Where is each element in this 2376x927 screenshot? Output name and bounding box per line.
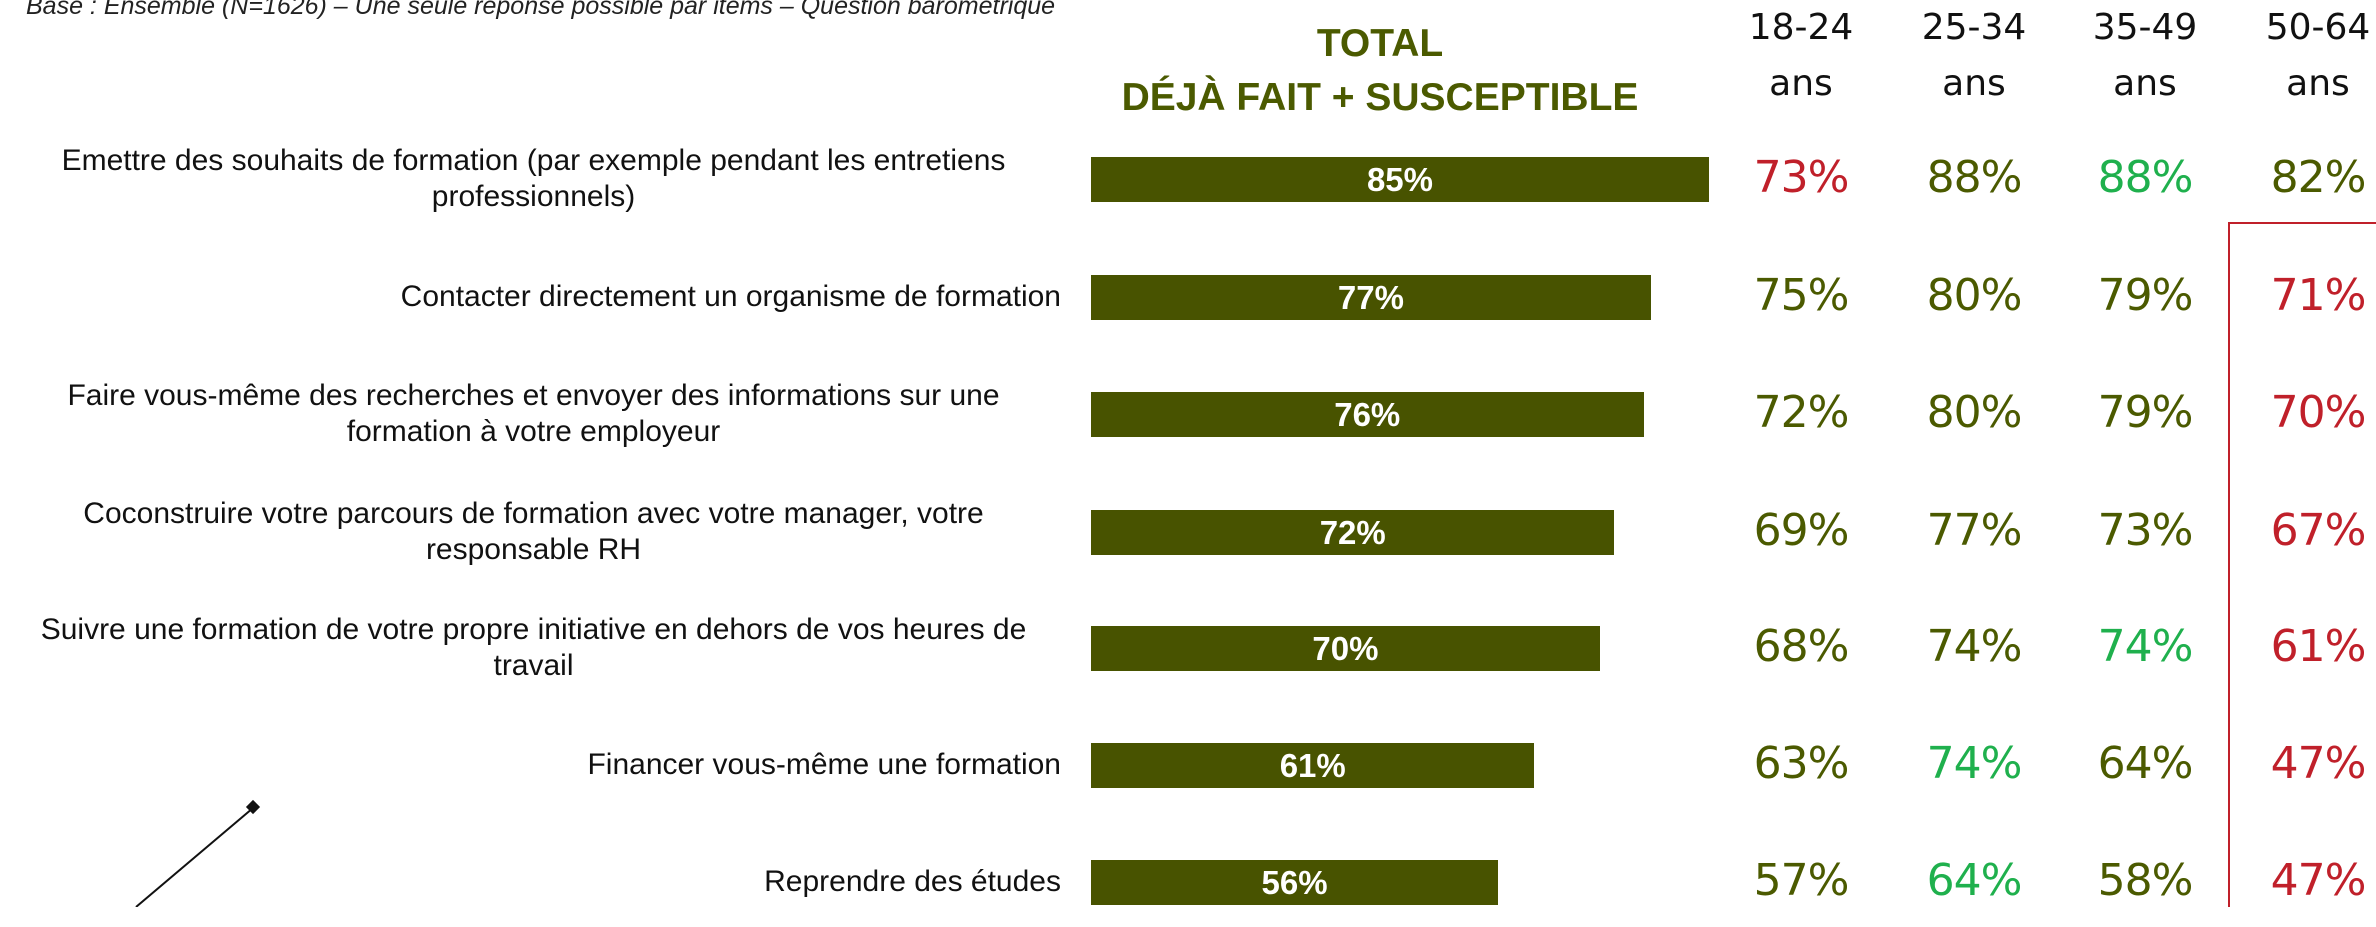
- bar-label: 70%: [1312, 629, 1379, 667]
- category-text: Coconstruire votre parcours de formation…: [83, 497, 984, 566]
- age-value: 79%: [2097, 387, 2194, 438]
- age-value: 61%: [2270, 621, 2367, 672]
- bar: 72%: [1091, 510, 1615, 555]
- bar-label: 77%: [1337, 278, 1404, 316]
- age-value: 74%: [2097, 621, 2194, 672]
- bar-label: 56%: [1261, 863, 1328, 901]
- age-value: 80%: [1926, 270, 2023, 321]
- age-value: 47%: [2270, 855, 2367, 906]
- category-label: Reprendre des études: [764, 837, 1061, 927]
- bar: 77%: [1091, 275, 1651, 320]
- column-header: 25-34 ans: [1921, 7, 2027, 104]
- decorations: [135, 222, 2376, 907]
- bar: 76%: [1091, 392, 1644, 437]
- connector-marker: [245, 799, 261, 815]
- bar-label: 72%: [1319, 513, 1386, 551]
- age-value: 79%: [2097, 270, 2194, 321]
- age-value: 67%: [2270, 505, 2367, 556]
- age-value: 69%: [1753, 505, 1850, 556]
- category-label: Emettre des souhaits de formation (par e…: [6, 134, 1061, 224]
- bar-label: 85%: [1366, 160, 1433, 198]
- page: {"chart_data": { "type": "bar", "orienta…: [6, 0, 2376, 907]
- category-label: Faire vous-même des recherches et envoye…: [6, 369, 1061, 459]
- age-value: 47%: [2270, 738, 2367, 789]
- bar: 61%: [1091, 743, 1535, 788]
- age-value: 71%: [2270, 270, 2367, 321]
- category-text: Faire vous-même des recherches et envoye…: [67, 379, 1000, 448]
- age-value: 73%: [1753, 152, 1850, 203]
- column-header: 35-49 ans: [2092, 7, 2198, 104]
- category-label: Financer vous-même une formation: [587, 720, 1061, 810]
- age-value: 82%: [2270, 152, 2367, 203]
- total-header: TOTAL: [1316, 22, 1444, 65]
- category-label: Coconstruire votre parcours de formation…: [6, 487, 1061, 577]
- subtitle: Base : Ensemble (N=1626) – Une seule rép…: [26, 0, 1056, 20]
- age-value: 74%: [1926, 621, 2023, 672]
- age-value: 75%: [1753, 270, 1850, 321]
- age-value: 73%: [2097, 505, 2194, 556]
- column-header: 18-24 ans: [1748, 7, 1854, 104]
- age-value: 70%: [2270, 387, 2367, 438]
- age-value: 77%: [1926, 505, 2023, 556]
- total-subheader: DÉJÀ FAIT + SUSCEPTIBLE: [1121, 76, 1639, 119]
- age-value: 64%: [2097, 738, 2194, 789]
- bar-label: 61%: [1279, 746, 1346, 784]
- highlight-bracket: [2228, 222, 2376, 907]
- bar: 85%: [1091, 157, 1709, 202]
- bar: 56%: [1091, 860, 1499, 905]
- bar: 70%: [1091, 626, 1600, 671]
- age-value: 72%: [1753, 387, 1850, 438]
- connector-line: [135, 807, 254, 907]
- age-value: 58%: [2097, 855, 2194, 906]
- category-label: Suivre une formation de votre propre ini…: [6, 603, 1061, 693]
- age-value: 68%: [1753, 621, 1850, 672]
- category-text: Emettre des souhaits de formation (par e…: [61, 144, 1006, 213]
- column-header: 50-64 ans: [2265, 7, 2371, 104]
- category-text: Contacter directement un organisme de fo…: [400, 280, 1061, 313]
- category-text: Financer vous-même une formation: [587, 748, 1061, 781]
- category-text: Reprendre des études: [764, 865, 1061, 898]
- category-label: Contacter directement un organisme de fo…: [401, 252, 1061, 342]
- age-value: 57%: [1753, 855, 1850, 906]
- age-value: 88%: [2097, 152, 2194, 203]
- age-value: 88%: [1926, 152, 2023, 203]
- age-value: 64%: [1926, 855, 2023, 906]
- age-value: 80%: [1926, 387, 2023, 438]
- age-value: 74%: [1926, 738, 2023, 789]
- age-value: 63%: [1753, 738, 1850, 789]
- bar-label: 76%: [1334, 395, 1401, 433]
- category-text: Suivre une formation de votre propre ini…: [40, 613, 1027, 682]
